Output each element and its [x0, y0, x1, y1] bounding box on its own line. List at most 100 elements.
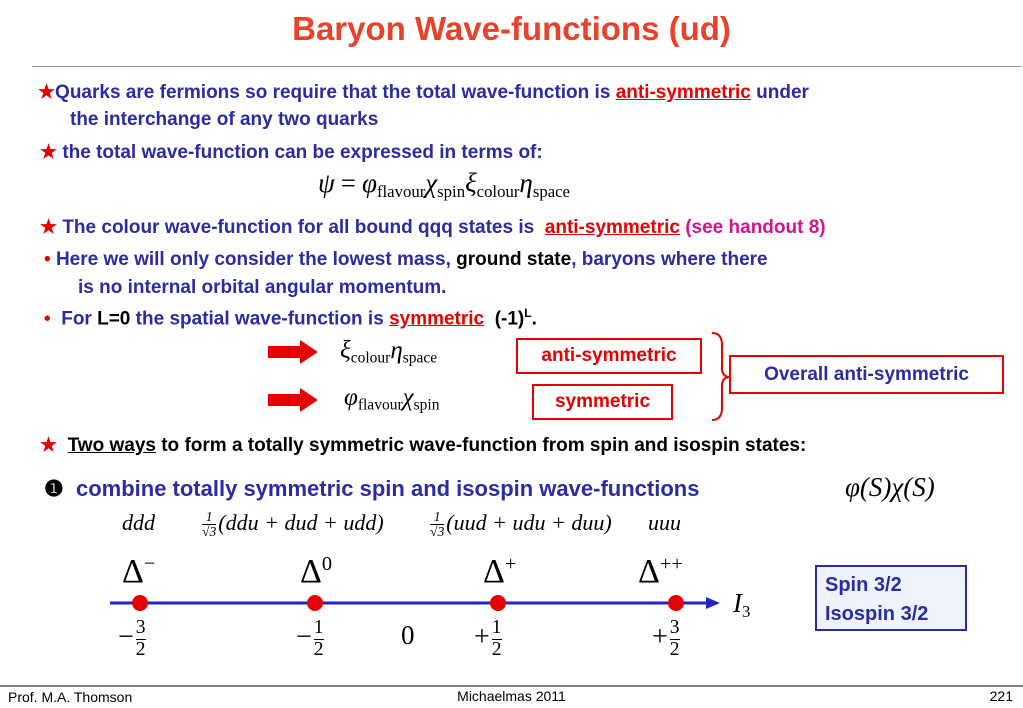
parity: (-1)	[494, 308, 525, 330]
state: 1 √3 (uud + udu + duu)	[428, 509, 612, 540]
text: combine totally symmetric spin and isosp…	[75, 476, 700, 501]
subscript: space	[402, 349, 438, 367]
particle-symbol: Δ	[122, 553, 144, 591]
emphasis: anti-symmetric	[615, 82, 751, 103]
symbol: φ	[362, 168, 377, 198]
marker: ★	[40, 435, 58, 456]
fraction: 1 √3	[430, 509, 445, 540]
state-dot	[490, 595, 506, 611]
isospin-value: +3 2	[652, 617, 682, 660]
text: to form a totally symmetric wave-functio…	[161, 435, 807, 456]
footer-author: Prof. M.A. Thomson	[8, 689, 133, 705]
operator: =	[340, 168, 357, 198]
numerator: 3	[135, 617, 146, 638]
title-rule	[32, 66, 1022, 67]
denominator: √3	[430, 524, 445, 540]
emphasis: symmetric	[389, 308, 485, 330]
symbol: φ	[344, 384, 358, 411]
symbol: χ	[402, 384, 414, 411]
state-text: (ddu + dud + udd)	[218, 510, 384, 535]
marker: ❶	[44, 476, 64, 501]
particle: Δ−	[122, 553, 155, 591]
sign: −	[118, 621, 134, 653]
state: 1 √3 (ddu + dud + udd)	[200, 509, 384, 540]
subscript: flavour	[357, 396, 403, 414]
particle-charge: −	[143, 553, 156, 575]
point: ★ The colour wave-function for all bound…	[40, 216, 826, 239]
isospin-value: −3 2	[118, 617, 148, 660]
text: under	[756, 82, 809, 103]
isospin-value: +1 2	[474, 617, 504, 660]
particle-symbol: Δ	[638, 553, 660, 591]
title: Baryon Wave-functions (ud)	[292, 10, 731, 47]
axis-arrow	[706, 597, 720, 609]
state-dot	[132, 595, 148, 611]
point-continuation: is no internal orbital angular momentum.	[78, 277, 447, 298]
text: the total wave-function can be expressed…	[62, 142, 543, 163]
emphasis: Two ways	[67, 435, 156, 456]
particle: Δ+	[483, 553, 516, 591]
quantum-number: Spin 3/2	[825, 574, 902, 596]
denominator: 2	[313, 638, 324, 660]
particle: Δ++	[638, 553, 683, 591]
symbol: χ	[425, 168, 438, 198]
state-text: ddd	[122, 510, 155, 535]
subscript: space	[532, 182, 570, 202]
text: Here we will only consider the lowest ma…	[55, 249, 451, 270]
state-dot	[668, 595, 684, 611]
symmetry-factors: φflavourχspin	[344, 384, 439, 415]
sign: +	[474, 621, 490, 653]
label-box: anti-symmetric	[516, 338, 702, 374]
overall-box: Overall anti-symmetric	[729, 355, 1004, 394]
point: ★Quarks are fermions so require that the…	[38, 81, 809, 104]
point: • Here we will only consider the lowest …	[44, 249, 768, 271]
text: the spatial wave-function is	[135, 308, 384, 330]
subscript: spin	[413, 396, 440, 414]
symbol: η	[390, 337, 403, 364]
particle-symbol: Δ	[300, 553, 322, 591]
denominator: 2	[135, 638, 146, 660]
denominator: √3	[202, 524, 217, 540]
zero-label: 0	[401, 620, 415, 650]
marker: ★	[40, 217, 58, 238]
marker: ★	[40, 142, 58, 163]
point: ❶ combine totally symmetric spin and iso…	[44, 476, 699, 502]
brace	[711, 332, 731, 421]
parity-exponent: L	[524, 306, 532, 320]
state: uuu	[648, 510, 681, 536]
marker: •	[44, 249, 51, 270]
lhs: ψ	[318, 168, 335, 198]
overall-label: Overall anti-symmetric	[764, 363, 969, 385]
fraction: 1 √3	[202, 509, 217, 540]
symbol: η	[519, 168, 533, 198]
subscript: spin	[437, 182, 466, 202]
footer-page: 221	[989, 688, 1013, 704]
point: ★ the total wave-function can be express…	[40, 141, 543, 164]
state-text: (uud + udu + duu)	[446, 510, 612, 535]
point: • For L=0 the spatial wave-function is s…	[44, 306, 537, 330]
emphasis: anti-symmetric	[544, 217, 680, 238]
text: , baryons where there	[571, 249, 768, 270]
label: anti-symmetric	[541, 345, 677, 366]
equation: ψ = φflavourχspinξcolourηspace	[318, 168, 570, 202]
state-text: uuu	[648, 510, 681, 535]
numerator: 1	[205, 509, 213, 525]
quantum-box: Spin 3/2 Isospin 3/2	[815, 565, 967, 631]
text: For	[61, 308, 92, 330]
denominator: 2	[669, 638, 680, 660]
axis-symbol: I	[733, 588, 742, 618]
sign: +	[652, 621, 668, 653]
particle-charge: 0	[321, 553, 333, 575]
symbol: ξ	[465, 168, 477, 198]
text: Quarks are fermions so require that the …	[55, 82, 611, 103]
marker: •	[44, 308, 51, 330]
quantum-number: Isospin 3/2	[825, 603, 929, 625]
subscript: colour	[476, 182, 520, 202]
numerator: 1	[433, 509, 441, 525]
footer-term: Michaelmas 2011	[457, 688, 566, 704]
axis-label: I3	[733, 588, 750, 622]
denominator: 2	[491, 638, 502, 660]
